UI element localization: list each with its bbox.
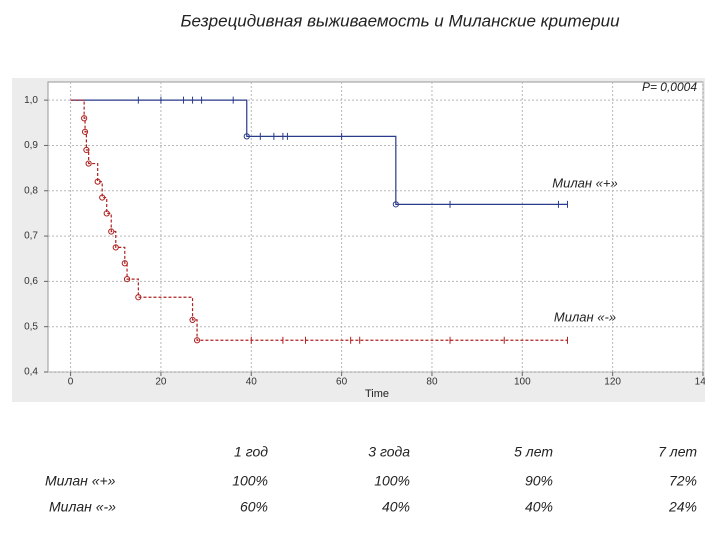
event-marker: [81, 128, 89, 135]
y-tick-label: 0,6: [24, 276, 38, 287]
event-marker: [123, 276, 131, 283]
x-tick-label: 40: [246, 377, 258, 388]
row-label: Милан «-»: [49, 499, 116, 515]
event-marker: [108, 228, 115, 235]
event-marker: [243, 133, 250, 140]
y-tick-label: 1,0: [24, 95, 38, 106]
table-header: 7 лет: [658, 444, 697, 460]
row-label: Милан «+»: [45, 473, 116, 489]
table-header: 5 лет: [514, 444, 553, 460]
table-cell: 60%: [240, 499, 268, 515]
table-cell: 100%: [374, 473, 410, 489]
x-tick-label: 80: [426, 377, 438, 388]
event-marker: [193, 337, 201, 344]
x-tick-label: 120: [604, 377, 621, 388]
y-tick-label: 0,5: [24, 321, 38, 332]
event-marker: [85, 160, 92, 167]
chart-title: Безрецидивная выживаемость и Миланские к…: [180, 11, 620, 30]
y-tick-label: 0,4: [24, 367, 38, 378]
survival-curve: [70, 99, 568, 205]
event-marker: [135, 294, 142, 301]
table-cell: 72%: [669, 473, 697, 489]
x-axis-label: Time: [365, 388, 389, 400]
x-tick-label: 100: [514, 377, 531, 388]
event-marker: [94, 178, 101, 185]
x-tick-label: 0: [68, 377, 74, 388]
annotation: P= 0,0004: [642, 80, 697, 94]
y-tick-label: 0,7: [24, 231, 38, 242]
x-tick-label: 20: [155, 377, 167, 388]
event-marker: [189, 316, 196, 323]
table-cell: 40%: [525, 499, 553, 515]
annotation: Милан «+»: [552, 175, 617, 190]
event-marker: [81, 115, 88, 122]
x-tick-label: 140: [695, 377, 712, 388]
event-marker: [99, 194, 106, 201]
annotation: Милан «-»: [554, 309, 616, 324]
table-cell: 40%: [382, 499, 410, 515]
x-tick-label: 60: [336, 377, 348, 388]
table-header: 3 года: [368, 444, 410, 460]
table-header: 1 год: [234, 444, 268, 460]
table-cell: 90%: [525, 473, 553, 489]
table-cell: 24%: [668, 499, 697, 515]
event-marker: [392, 201, 399, 208]
event-marker: [103, 210, 110, 217]
y-tick-label: 0,9: [24, 140, 38, 151]
plot-area: [47, 81, 704, 373]
table-cell: 100%: [232, 473, 268, 489]
event-marker: [121, 260, 128, 267]
event-marker: [83, 146, 90, 154]
y-tick-label: 0,8: [24, 185, 38, 196]
event-marker: [112, 244, 119, 251]
